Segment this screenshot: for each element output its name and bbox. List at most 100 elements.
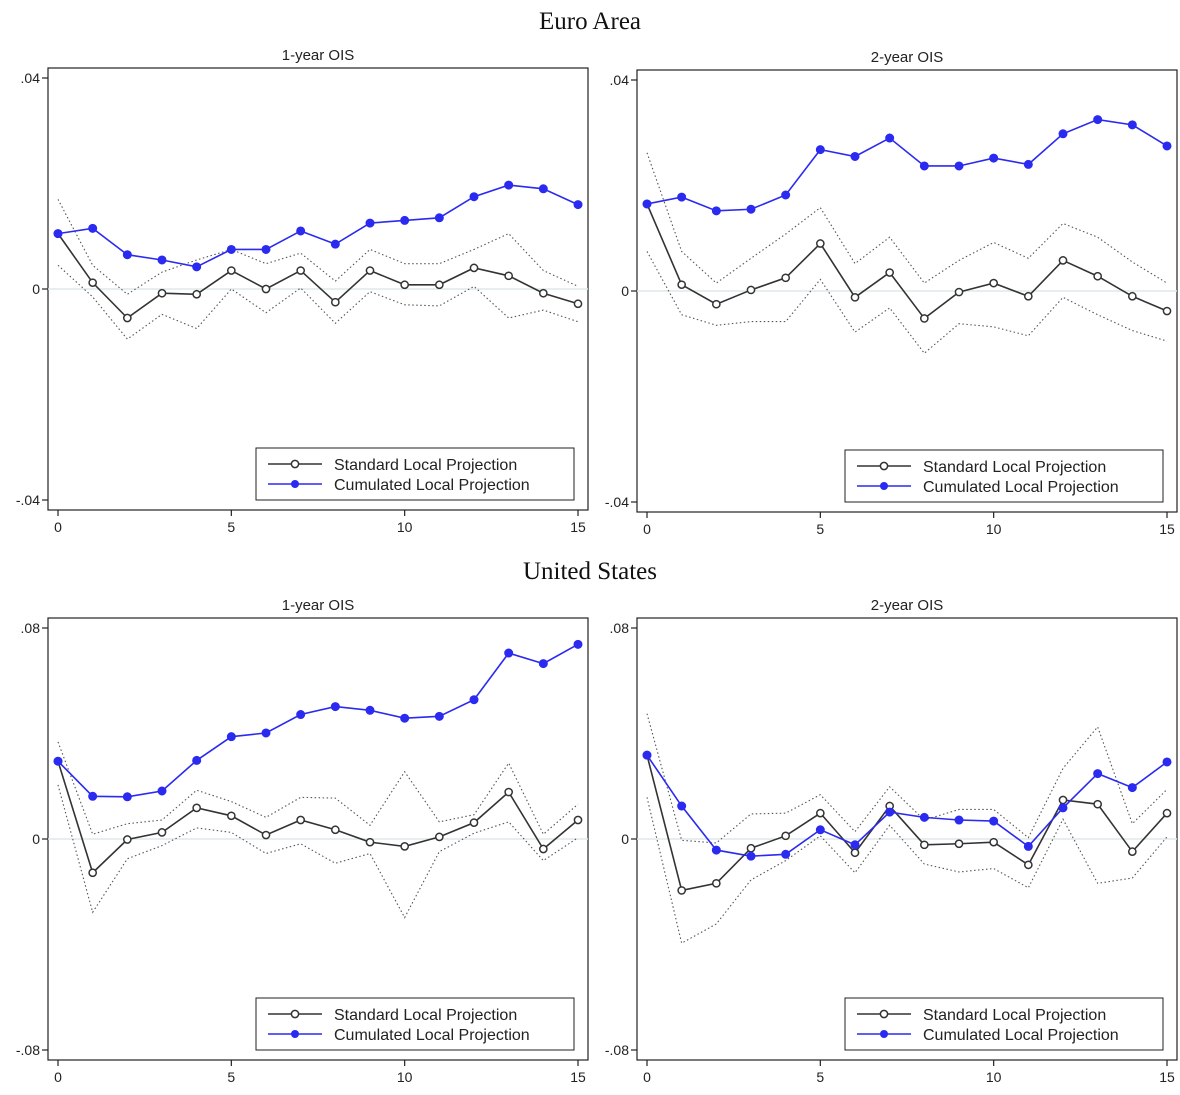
- point-cumulated: [226, 732, 236, 742]
- point-cumulated: [365, 705, 375, 715]
- point-cumulated: [296, 226, 306, 236]
- series-line-cumulated: [57, 184, 579, 268]
- y-tick-label: .08: [610, 620, 630, 636]
- y-tick-label: -.08: [605, 1042, 629, 1058]
- point-standard: [677, 886, 687, 895]
- point-cumulated: [538, 184, 548, 194]
- x-tick-label: 0: [643, 1069, 651, 1085]
- y-tick-label: 0: [621, 831, 629, 847]
- point-standard: [919, 314, 929, 323]
- y-tick-label: .04: [610, 72, 630, 88]
- point-cumulated: [504, 180, 514, 190]
- x-tick-label: 10: [397, 1069, 413, 1085]
- series-line-cumulated: [646, 118, 1168, 212]
- point-cumulated: [538, 659, 548, 669]
- series-line-cumulated: [57, 643, 579, 798]
- x-tick-label: 10: [986, 1069, 1002, 1085]
- legend-marker-standard: [879, 1009, 889, 1019]
- point-standard: [1093, 271, 1103, 281]
- point-cumulated: [954, 815, 964, 825]
- point-cumulated: [226, 244, 236, 254]
- point-cumulated: [989, 816, 999, 826]
- point-standard: [122, 313, 132, 323]
- legend-marker-standard: [290, 459, 300, 469]
- point-standard: [781, 273, 791, 283]
- point-cumulated: [88, 791, 98, 801]
- legend-box: [844, 997, 1164, 1051]
- panel-2: 2-year OIS .04 0 -.04 0 5 10 15 Standard Local P…: [605, 49, 1178, 537]
- point-cumulated: [642, 199, 652, 209]
- y-tick-label: 0: [32, 281, 40, 297]
- point-cumulated: [434, 213, 444, 223]
- legend-marker-cumulated: [291, 480, 299, 488]
- point-cumulated: [573, 639, 583, 649]
- x-tick-label: 15: [1159, 1069, 1175, 1085]
- legend-label-standard: Standard Local Projection: [334, 457, 517, 474]
- point-cumulated: [122, 250, 132, 260]
- point-standard: [1127, 847, 1137, 857]
- x-tick-label: 10: [986, 521, 1002, 537]
- point-cumulated: [192, 755, 202, 765]
- y-tick-label: -.04: [605, 494, 629, 510]
- point-cumulated: [1058, 803, 1068, 813]
- point-standard: [746, 843, 756, 853]
- point-cumulated: [88, 223, 98, 233]
- panel-title: 1-year OIS: [282, 47, 355, 64]
- point-cumulated: [954, 161, 964, 171]
- point-cumulated: [1093, 769, 1103, 779]
- point-cumulated: [504, 648, 514, 658]
- point-cumulated: [1162, 141, 1172, 151]
- point-standard: [1023, 291, 1033, 301]
- x-tick-label: 0: [54, 1069, 62, 1085]
- point-cumulated: [781, 849, 791, 859]
- x-tick-label: 5: [816, 1069, 824, 1085]
- point-cumulated: [434, 711, 444, 721]
- point-cumulated: [746, 204, 756, 214]
- point-standard: [122, 835, 132, 844]
- point-cumulated: [711, 206, 721, 216]
- x-tick-label: 5: [227, 1069, 235, 1085]
- point-standard: [504, 271, 514, 281]
- y-tick-label: 0: [32, 831, 40, 847]
- point-standard: [919, 840, 929, 850]
- point-standard: [400, 842, 410, 851]
- band-lower-line: [646, 251, 1168, 355]
- point-standard: [850, 292, 860, 302]
- point-standard: [815, 808, 825, 818]
- panel-1: 1-year OIS .04 0 -.04 0 5 10 15 Standard Local P…: [16, 47, 589, 535]
- point-standard: [88, 278, 98, 288]
- legend: Standard Local Projection Cumulated Local…: [844, 997, 1164, 1051]
- point-standard: [989, 278, 999, 288]
- point-cumulated: [400, 215, 410, 225]
- legend-label-cumulated: Cumulated Local Projection: [334, 1027, 530, 1044]
- y-tick-label: 0: [621, 283, 629, 299]
- point-standard: [815, 239, 825, 248]
- x-tick-label: 10: [397, 519, 413, 535]
- point-standard: [711, 878, 721, 888]
- point-standard: [330, 825, 340, 835]
- series-line-cumulated: [646, 754, 1168, 857]
- y-tick-label: .04: [21, 70, 41, 86]
- panel-title: 1-year OIS: [282, 597, 355, 614]
- point-standard: [192, 289, 202, 299]
- x-tick-label: 15: [570, 519, 586, 535]
- point-standard: [1127, 291, 1137, 301]
- point-cumulated: [1127, 120, 1137, 130]
- point-standard: [954, 287, 964, 297]
- legend-marker-standard: [879, 461, 889, 471]
- legend-label-standard: Standard Local Projection: [923, 459, 1106, 476]
- x-tick-label: 5: [227, 519, 235, 535]
- point-standard: [954, 839, 964, 849]
- point-cumulated: [919, 812, 929, 822]
- point-standard: [573, 815, 583, 825]
- point-standard: [989, 837, 999, 847]
- x-tick-label: 0: [54, 519, 62, 535]
- band-lower-line: [646, 797, 1168, 945]
- point-cumulated: [573, 200, 583, 210]
- band-lower-line: [57, 264, 579, 340]
- point-cumulated: [989, 153, 999, 163]
- panel-3: 1-year OIS .08 0 -.08 0 5 10 15 Standard Local P…: [16, 597, 589, 1085]
- point-standard: [1023, 860, 1033, 870]
- point-standard: [1058, 795, 1068, 805]
- point-standard: [677, 280, 687, 290]
